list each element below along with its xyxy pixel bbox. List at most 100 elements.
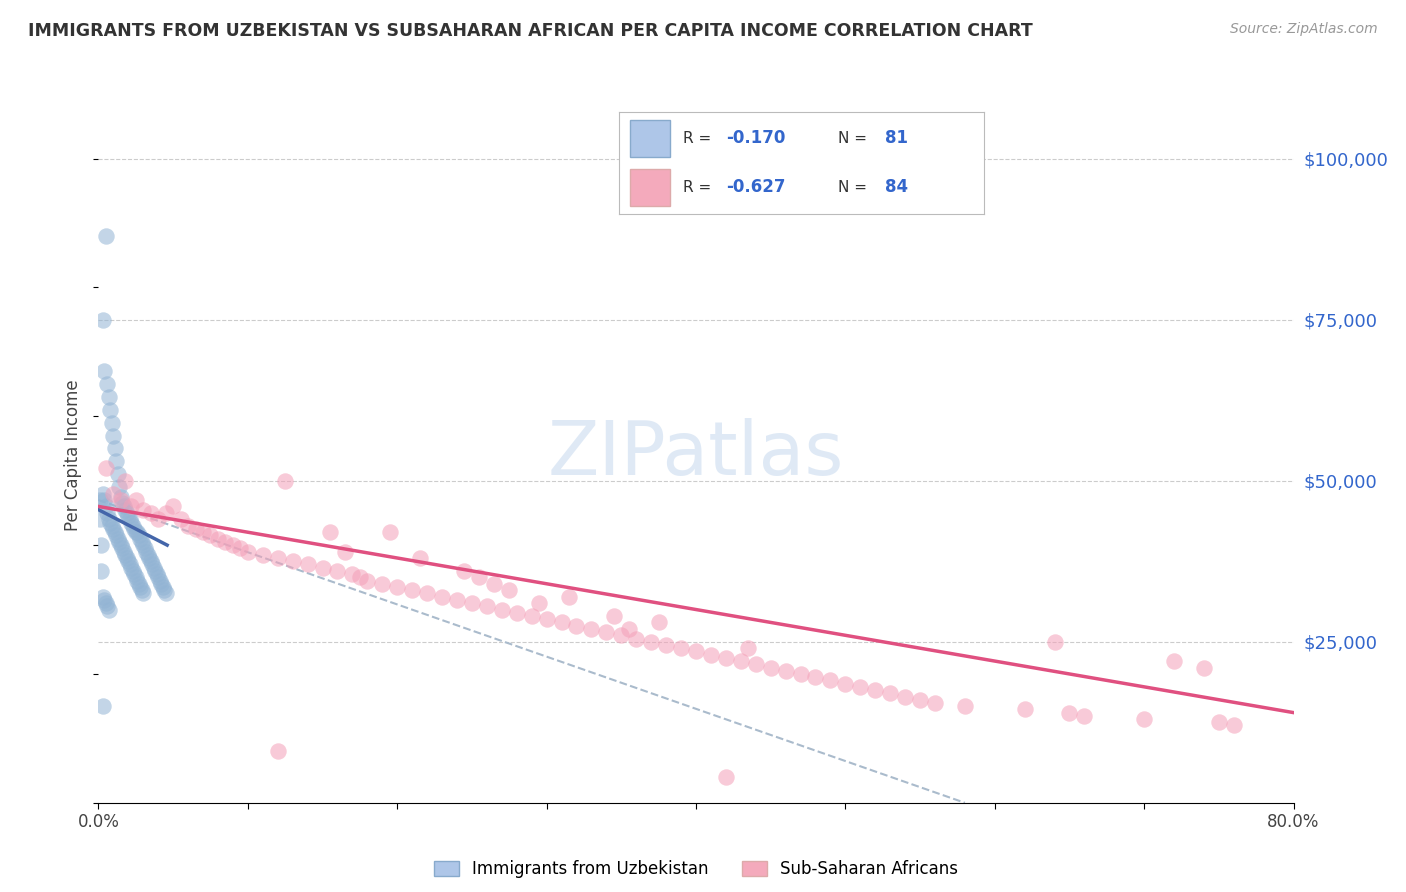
Point [125,570,148,584]
Point [128,576,150,591]
Text: IMMIGRANTS FROM UZBEKISTAN VS SUBSAHARAN AFRICAN PER CAPITA INCOME CORRELATION C: IMMIGRANTS FROM UZBEKISTAN VS SUBSAHARAN… [28,22,1033,40]
Point [1073,708,1095,723]
Point [274,474,297,488]
Point [714,651,737,665]
Point [117,554,139,568]
Point [118,558,141,572]
Point [267,744,290,758]
Point [177,518,200,533]
Text: R =: R = [683,130,716,145]
Point [121,564,143,578]
Point [894,690,917,704]
Point [127,525,149,540]
Point [118,512,141,526]
Point [281,554,304,568]
Point [94,228,117,243]
Point [834,676,856,690]
Point [550,615,572,630]
Point [326,564,349,578]
Point [461,596,484,610]
Point [647,615,669,630]
Text: 81: 81 [886,129,908,147]
Point [112,544,135,558]
Point [91,486,114,500]
Text: Source: ZipAtlas.com: Source: ZipAtlas.com [1230,22,1378,37]
Point [311,560,333,574]
Point [1192,660,1215,674]
Point [136,548,159,562]
Point [152,580,174,594]
Point [184,522,207,536]
Point [91,312,114,326]
Point [142,560,165,574]
Point [155,586,177,600]
Bar [630,120,669,157]
Point [953,699,976,714]
Point [115,551,138,566]
Point [114,548,136,562]
Point [371,576,394,591]
Point [107,532,129,546]
Point [107,467,129,482]
Point [101,416,124,430]
Point [385,580,409,594]
Point [132,502,155,516]
Point [115,506,138,520]
Point [655,638,678,652]
Point [169,512,191,526]
Point [125,493,148,508]
Point [91,699,114,714]
Point [520,609,543,624]
Point [267,551,290,566]
Text: -0.627: -0.627 [727,178,786,196]
Point [93,493,115,508]
Point [214,534,236,549]
Point [162,500,184,514]
Point [1014,702,1036,716]
Point [125,525,148,540]
Point [789,667,811,681]
Point [114,474,136,488]
Point [714,770,737,784]
Point [132,586,155,600]
Point [865,683,887,698]
Point [90,538,112,552]
Point [527,596,550,610]
Point [759,660,782,674]
Point [484,576,506,591]
Point [1043,634,1066,648]
Point [108,480,131,494]
Point [565,618,588,632]
Point [149,574,172,588]
Point [745,657,768,672]
Point [96,377,118,392]
Point [640,634,662,648]
Point [669,641,692,656]
Point [135,544,157,558]
Point [110,493,132,508]
Point [1223,718,1246,732]
Text: -0.170: -0.170 [727,129,786,147]
Point [131,583,153,598]
Text: ZIPatlas: ZIPatlas [548,418,844,491]
Point [236,544,259,558]
Point [229,541,252,556]
Point [1208,715,1230,730]
Point [297,558,319,572]
Point [558,590,581,604]
Point [150,576,173,591]
Point [730,654,752,668]
Point [804,670,827,684]
Point [626,632,648,646]
Point [453,564,475,578]
Point [120,560,142,574]
Point [446,592,468,607]
Point [491,602,513,616]
Point [129,532,152,546]
Point [110,490,132,504]
Point [91,590,114,604]
Point [191,525,214,540]
Text: 84: 84 [886,178,908,196]
Point [143,564,166,578]
Point [141,558,163,572]
